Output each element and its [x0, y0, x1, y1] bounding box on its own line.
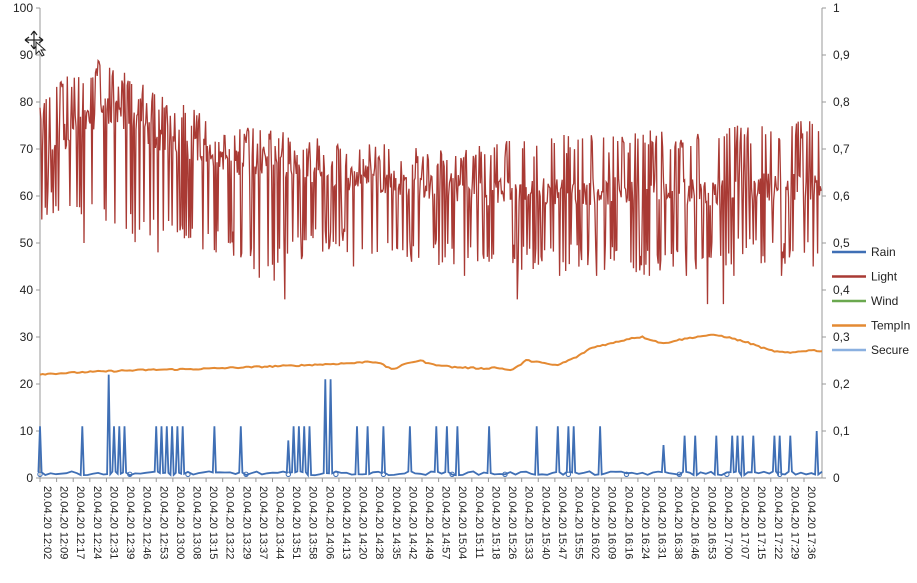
x-tick-label: 20.04.20 12:24: [91, 486, 103, 559]
x-tick-label: 20.04.20 12:53: [157, 486, 169, 559]
series-marker-rain: [333, 471, 339, 477]
y-right-tick-label: 0,5: [833, 236, 850, 250]
x-tick-label: 20.04.20 16:46: [689, 486, 701, 559]
y-right-tick-label: 0,6: [833, 189, 850, 203]
x-tick-label: 20.04.20 14:06: [323, 486, 335, 559]
x-axis: 20.04.20 12:02 20.04.20 12:09 20.04.20 12:…: [39, 477, 822, 559]
series-marker-rain: [243, 471, 249, 477]
series-marker-rain: [676, 471, 683, 477]
move-cursor-icon: [24, 30, 47, 57]
series-marker-rain: [127, 471, 133, 477]
series-line-light: [39, 59, 822, 305]
y-axis-left: 0 10 20 30 40 50 60 70 80 90 100: [13, 1, 41, 485]
series-marker-rain: [724, 471, 730, 477]
series-marker-rain: [449, 471, 455, 477]
x-tick-label: 20.04.20 16:02: [589, 486, 601, 559]
x-tick-label: 20.04.20 13:08: [190, 486, 202, 559]
series-marker-rain: [623, 471, 630, 477]
series-marker-rain: [185, 471, 191, 477]
series-line-rain: [37, 374, 823, 478]
y-right-tick-label: 0,7: [833, 142, 850, 156]
y-left-tick-label: 100: [13, 1, 33, 15]
x-tick-label: 20.04.20 17:36: [805, 486, 817, 559]
x-tick-label: 20.04.20 14:13: [340, 486, 352, 559]
y-right-tick-label: 0,3: [833, 330, 850, 344]
y-left-tick-label: 90: [20, 48, 34, 62]
y-left-tick-label: 40: [20, 283, 34, 297]
x-tick-label: 20.04.20 14:49: [423, 486, 435, 559]
x-tick-label: 20.04.20 12:02: [41, 486, 53, 559]
y-right-tick-label: 0,4: [833, 283, 850, 297]
x-tick-label: 20.04.20 15:11: [473, 486, 485, 559]
x-tick-label: 20.04.20 14:57: [440, 486, 452, 559]
series-marker-rain: [502, 471, 508, 477]
x-tick-label: 20.04.20 13:58: [307, 486, 319, 559]
series-marker-rain: [285, 471, 292, 477]
y-left-tick-label: 20: [20, 377, 34, 391]
y-left-tick-label: 50: [20, 236, 34, 250]
legend: Rain Light Wind TempIn Secure: [832, 245, 910, 357]
x-tick-label: 20.04.20 13:15: [207, 486, 219, 559]
series-marker-rain: [565, 471, 572, 477]
x-tick-label: 20.04.20 17:00: [722, 486, 734, 559]
legend-label-tempin: TempIn: [871, 319, 910, 333]
y-left-tick-label: 10: [20, 424, 34, 438]
series-marker-rain: [380, 471, 387, 477]
x-tick-label: 20.04.20 15:33: [523, 486, 535, 559]
y-left-tick-label: 0: [26, 471, 33, 485]
x-tick-label: 20.04.20 15:47: [556, 486, 568, 559]
x-tick-label: 20.04.20 16:53: [705, 486, 717, 559]
x-tick-label: 20.04.20 13:22: [224, 486, 236, 559]
y-left-tick-label: 70: [20, 142, 34, 156]
y-right-tick-label: 1: [833, 1, 840, 15]
x-tick-label: 20.04.20 15:18: [489, 486, 501, 559]
x-tick-label: 20.04.20 15:55: [572, 486, 584, 559]
x-tick-label: 20.04.20 17:15: [755, 486, 767, 559]
y-axis-right: 0 0,1 0,2 0,3 0,4 0,5 0,6 0,7 0,8 0,9 1: [821, 1, 850, 485]
y-right-tick-label: 0,9: [833, 48, 850, 62]
x-tick-label: 20.04.20 17:07: [739, 486, 751, 559]
series-marker-rain: [37, 471, 43, 477]
legend-label-wind: Wind: [871, 294, 898, 308]
x-tick-label: 20.04.20 15:04: [456, 486, 468, 559]
x-tick-label: 20.04.20 16:24: [639, 486, 651, 559]
x-tick-label: 20.04.20 16:31: [656, 486, 668, 559]
x-tick-label: 20.04.20 13:00: [174, 486, 186, 559]
x-tick-label: 20.04.20 15:40: [539, 486, 551, 559]
x-tick-label: 20.04.20 12:17: [74, 486, 86, 559]
x-tick-label: 20.04.20 14:20: [357, 486, 369, 559]
x-tick-label: 20.04.20 14:42: [406, 486, 418, 559]
x-tick-label: 20.04.20 17:29: [788, 486, 800, 559]
x-tick-label: 20.04.20 12:46: [141, 486, 153, 559]
x-tick-label: 20.04.20 13:37: [257, 486, 269, 559]
series-marker-rain: [777, 471, 783, 477]
series-line-tempin: [39, 333, 823, 376]
y-right-tick-label: 0,1: [833, 424, 850, 438]
y-right-tick-label: 0: [833, 471, 840, 485]
x-tick-label: 20.04.20 12:39: [124, 486, 136, 559]
x-tick-label: 20.04.20 13:51: [290, 486, 302, 559]
y-left-tick-label: 60: [20, 189, 34, 203]
x-tick-label: 20.04.20 14:28: [373, 486, 385, 559]
x-tick-label: 20.04.20 16:38: [672, 486, 684, 559]
x-tick-label: 20.04.20 12:31: [107, 486, 119, 559]
x-tick-label: 20.04.20 13:44: [274, 486, 286, 559]
x-tick-label: 20.04.20 14:35: [390, 486, 402, 559]
y-right-tick-label: 0,8: [833, 95, 850, 109]
x-tick-label: 20.04.20 17:22: [772, 486, 784, 559]
legend-label-light: Light: [871, 270, 898, 284]
x-tick-label: 20.04.20 16:16: [622, 486, 634, 559]
x-tick-label: 20.04.20 13:29: [240, 486, 252, 559]
y-left-tick-label: 80: [20, 95, 34, 109]
pointer-cursor-icon: [35, 40, 47, 57]
x-tick-label: 20.04.20 16:09: [606, 486, 618, 559]
plot-series: [24, 30, 823, 478]
x-tick-label: 20.04.20 15:26: [506, 486, 518, 559]
y-left-tick-label: 30: [20, 330, 34, 344]
legend-label-secure: Secure: [871, 343, 909, 357]
y-right-tick-label: 0,2: [833, 377, 850, 391]
x-tick-label: 20.04.20 12:09: [58, 486, 70, 559]
legend-label-rain: Rain: [871, 245, 896, 259]
